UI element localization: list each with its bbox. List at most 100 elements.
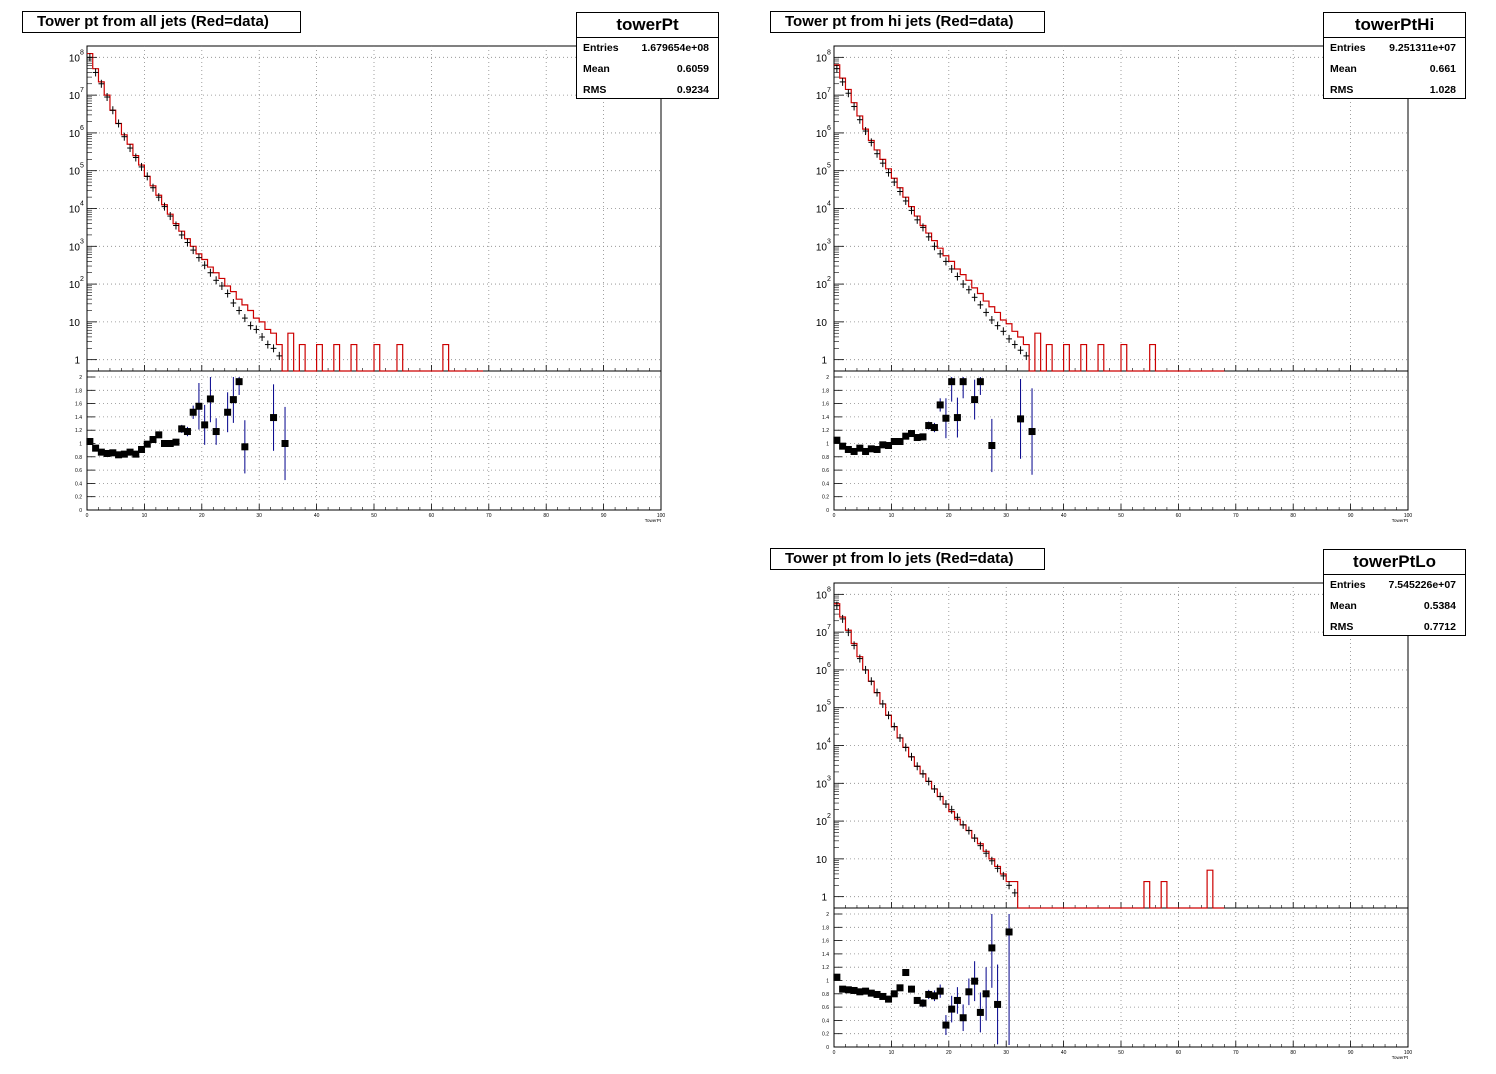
ratio-point [178,425,186,433]
y-tick-exponent: 6 [827,662,831,669]
ratio-y-tick-label: 0.4 [822,1018,829,1024]
ratio-y-tick-label: 0.2 [822,495,829,501]
ratio-point [132,450,140,458]
y-tick-label: 10 [816,167,828,178]
ratio-y-tick-label: 1.2 [822,428,829,434]
x-tick-label: 60 [429,513,435,519]
chart-title: Tower pt from hi jets (Red=data) [770,11,1045,33]
ratio-point [971,977,979,985]
ratio-point [103,449,111,457]
ratio-point [885,995,893,1003]
x-tick-label: 20 [946,513,952,519]
ratio-point [976,378,984,386]
x-tick-label: 0 [833,513,836,519]
y-tick-label: 10 [816,704,828,715]
ratio-y-tick-label: 1.8 [822,925,829,931]
y-tick-exponent: 6 [827,125,831,132]
y-tick-label: 10 [69,318,81,329]
ratio-point [873,445,881,453]
ratio-y-tick-label: 0.6 [822,468,829,474]
y-tick-label: 10 [816,205,828,216]
ratio-point [948,1005,956,1013]
ratio-point [867,989,875,997]
stats-entries-label: Entries [1330,579,1366,591]
x-tick-label: 90 [1348,513,1354,519]
x-tick-label: 40 [1061,513,1067,519]
ratio-point [919,433,927,441]
ratio-point [902,432,910,440]
y-tick-label: 10 [816,817,828,828]
stats-rms-value: 1.028 [1429,84,1456,96]
chart-title: Tower pt from all jets (Red=data) [22,11,301,33]
y-tick-label: 10 [69,242,81,253]
ratio-point [902,969,910,977]
stats-box: towerPt Entries 1.679654e+08 Mean 0.6059 R… [576,12,719,99]
ratio-point [896,984,904,992]
x-tick-label: 80 [1290,513,1296,519]
ratio-point [879,441,887,449]
ratio-point [925,422,933,430]
ratio-point [907,430,915,438]
ratio-point [907,985,915,993]
y-tick-label: 10 [69,53,81,64]
y-tick-label: 10 [816,318,828,329]
ratio-point [166,440,174,447]
y-tick-label: 10 [816,628,828,639]
y-tick-label: 1 [821,893,827,904]
ratio-point [241,443,249,451]
x-tick-label: 100 [1404,513,1413,519]
data-histogram-line [834,64,1225,372]
ratio-y-tick-label: 0.2 [75,495,82,501]
ratio-point [948,378,956,386]
ratio-point [229,396,237,404]
y-tick-exponent: 7 [827,87,831,94]
ratio-y-tick-label: 1.4 [822,952,829,958]
ratio-y-tick-label: 1 [826,442,829,448]
ratio-y-tick-label: 2 [826,375,829,381]
ratio-point [206,395,214,403]
x-tick-label: 70 [1233,1050,1239,1056]
y-tick-exponent: 8 [827,586,831,593]
x-tick-label: 0 [86,513,89,519]
y-tick-label: 10 [816,590,828,601]
ratio-y-tick-label: 0.2 [822,1032,829,1038]
x-tick-label: 100 [657,513,666,519]
y-tick-label: 10 [816,91,828,102]
stats-entries-label: Entries [583,42,619,54]
stats-box: towerPtHi Entries 9.251311e+07 Mean 0.661 … [1323,12,1466,99]
ratio-point [270,414,278,422]
stats-mean-row: Mean 0.5384 [1324,596,1465,617]
stats-mean-label: Mean [1330,63,1357,75]
ratio-y-tick-label: 0.8 [822,455,829,461]
ratio-y-tick-label: 1 [79,442,82,448]
ratio-y-tick-label: 1.8 [75,388,82,394]
ratio-point [1028,428,1036,436]
data-histogram-line [834,603,1225,909]
ratio-point [201,421,209,429]
y-tick-label: 10 [816,855,828,866]
stats-mean-label: Mean [583,63,610,75]
stats-mean-row: Mean 0.6059 [577,59,718,80]
x-tick-label: 20 [199,513,205,519]
y-tick-exponent: 3 [827,775,831,782]
x-axis-label: TowerPt [1392,1055,1409,1060]
stats-entries-row: Entries 7.545226e+07 [1324,575,1465,596]
y-tick-exponent: 8 [827,49,831,56]
ratio-point [126,448,134,456]
ratio-point [953,996,961,1004]
ratio-y-tick-label: 1.4 [75,415,82,421]
ratio-point [212,428,220,436]
x-tick-label: 50 [371,513,377,519]
stats-rms-label: RMS [1330,84,1354,96]
ratio-point [189,408,197,416]
stats-mean-row: Mean 0.661 [1324,59,1465,80]
x-axis-label: TowerPt [1392,518,1409,523]
ratio-point [1017,415,1025,423]
y-tick-label: 10 [816,53,828,64]
y-tick-label: 10 [816,666,828,677]
ratio-point [862,987,870,995]
y-tick-exponent: 7 [80,87,84,94]
x-tick-label: 40 [314,513,320,519]
stats-entries-value: 1.679654e+08 [641,42,709,54]
ratio-point [97,448,105,456]
